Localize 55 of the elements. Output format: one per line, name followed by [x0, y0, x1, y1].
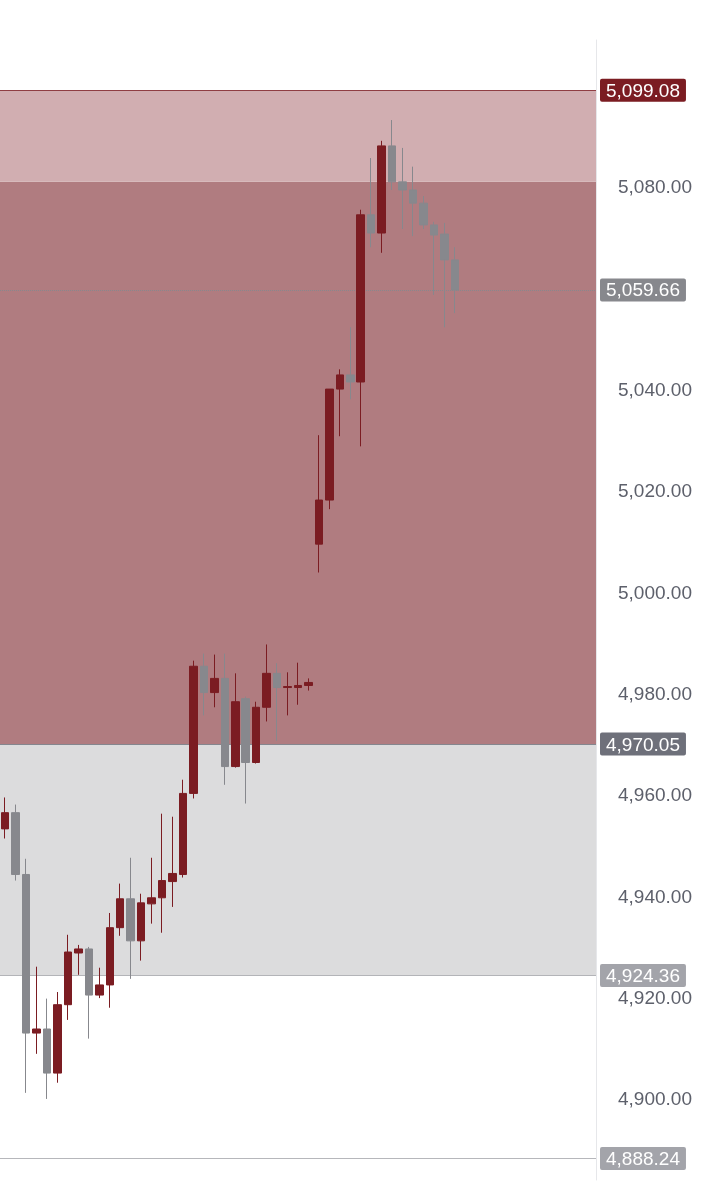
candlestick — [283, 671, 292, 716]
candlestick — [356, 209, 365, 447]
candlestick — [1, 796, 9, 840]
candlestick — [241, 696, 250, 805]
y-tick-label: 5,040.00 — [618, 379, 692, 401]
candlestick — [388, 119, 396, 191]
candlestick — [53, 991, 62, 1084]
candlestick — [64, 934, 72, 1021]
candlestick — [409, 166, 417, 237]
candlestick — [137, 893, 145, 962]
candlestick — [95, 967, 104, 999]
candlestick — [85, 946, 93, 1040]
candlestick — [377, 140, 386, 254]
candlestick — [398, 147, 407, 230]
candlestick — [221, 653, 229, 786]
candlestick — [158, 813, 166, 934]
ref-line-label: 4,888.24 — [606, 1148, 681, 1170]
candlestick — [262, 643, 271, 722]
candlestick — [325, 388, 334, 510]
candlestick — [210, 654, 219, 708]
candlestick — [367, 157, 375, 248]
candlestick — [252, 701, 260, 765]
candlestick — [32, 966, 41, 1055]
candlestick — [179, 779, 187, 879]
y-tick-label: 5,080.00 — [618, 176, 692, 198]
candlestick — [346, 326, 355, 400]
y-tick-label: 4,960.00 — [618, 784, 692, 806]
y-tick-label: 4,980.00 — [618, 683, 692, 705]
candlestick — [315, 434, 323, 574]
ref-line-label: 5,059.66 — [606, 279, 680, 301]
y-tick-label: 4,940.00 — [618, 885, 692, 907]
candlestick — [74, 944, 83, 976]
candlestick — [22, 858, 30, 1094]
candlestick — [43, 998, 51, 1100]
ref-line-label: 4,924.36 — [606, 965, 680, 987]
candlestick — [168, 816, 177, 908]
candlestick — [116, 883, 124, 937]
y-tick-label: 4,900.00 — [618, 1088, 692, 1110]
candlestick — [200, 653, 208, 716]
candlestick — [126, 857, 135, 980]
candlestick — [147, 857, 156, 925]
candlestick — [304, 677, 313, 692]
candlestick — [11, 804, 20, 882]
candlestick — [189, 660, 198, 799]
ref-line-label: 4,970.05 — [606, 733, 680, 755]
y-tick-label: 5,000.00 — [618, 581, 692, 603]
candlestick — [419, 195, 428, 230]
candlestick — [231, 672, 240, 769]
y-tick-label: 4,920.00 — [618, 987, 692, 1009]
candlestick — [336, 368, 344, 437]
candlestick — [106, 912, 114, 1009]
y-tick-label: 5,020.00 — [618, 480, 692, 502]
candlestick — [273, 662, 281, 742]
ref-line-label: 5,099.08 — [606, 79, 680, 101]
candlestick — [294, 662, 302, 706]
